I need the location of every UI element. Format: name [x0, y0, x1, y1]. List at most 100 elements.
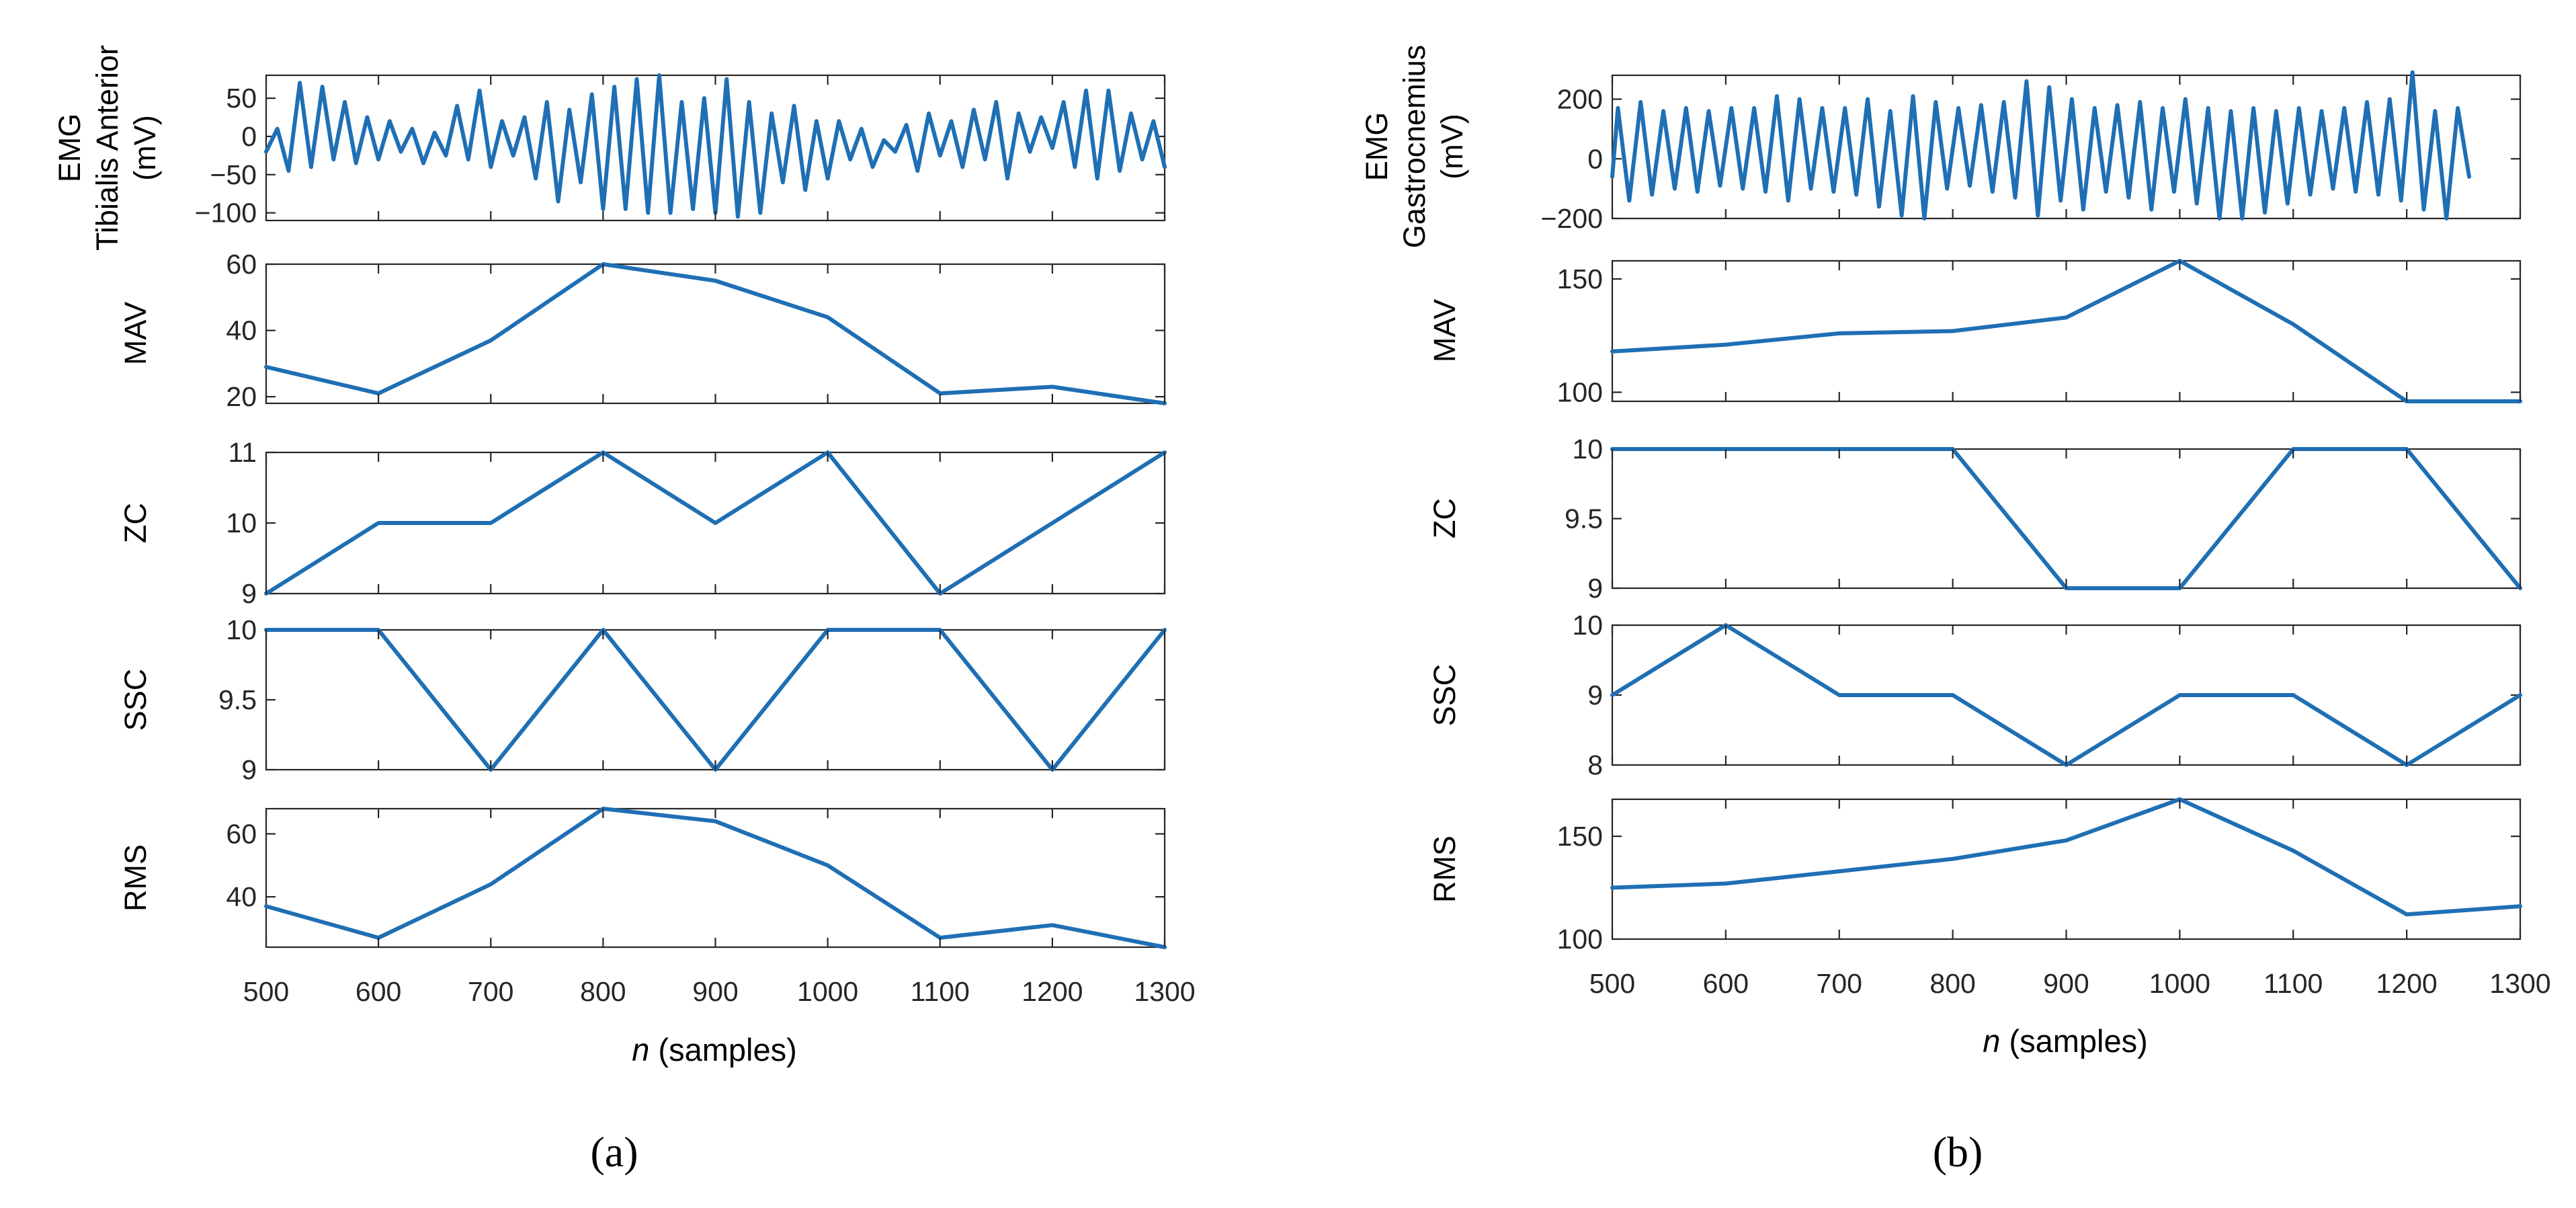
y-tick-label: 200: [1557, 84, 1603, 115]
subplot-b-zc: 10 9.5 9 ZC: [1427, 434, 2522, 604]
y-axis-label: MAV: [118, 302, 153, 365]
subplot-b-mav: 150 100 MAV: [1427, 259, 2522, 408]
y-tick-label: −100: [195, 198, 257, 229]
y-tick-label: 10: [1572, 610, 1603, 641]
y-tick-label: 0: [1587, 143, 1603, 174]
svg-text:EMG: EMG: [1360, 112, 1394, 182]
subplot-a-ssc: 10 9.5 9 SSC: [118, 614, 1167, 785]
y-tick-label: 11: [228, 437, 257, 468]
subplot-a-rms: 60 40 RMS 500 600 700 800 900 1000 1100 1200 1300: [118, 807, 1196, 1007]
x-tick-label: 500: [243, 976, 289, 1007]
y-tick-label: 9.5: [218, 684, 257, 715]
svg-text:MAV: MAV: [1427, 299, 1462, 362]
y-tick-label: 10: [226, 614, 257, 645]
subplot-b-emg: 200 0 −200 EMG Gastrocnemius (mV): [1360, 45, 2522, 249]
svg-text:(mV): (mV): [128, 115, 162, 180]
svg-text:ZC: ZC: [118, 503, 153, 543]
series-line-emg-gastrocnemius: [1610, 70, 2471, 220]
y-axis-label: RMS: [1427, 836, 1462, 903]
svg-text:Gastrocnemius: Gastrocnemius: [1397, 45, 1431, 249]
x-axis-label: n (samples): [632, 1032, 797, 1068]
y-tick-label: 9: [1587, 680, 1603, 711]
y-tick-label: 60: [226, 818, 257, 849]
y-tick-label: 0: [241, 121, 257, 152]
y-axis-label: EMG Tibialis Anterior (mV): [52, 45, 162, 251]
x-tick-label: 1000: [797, 976, 858, 1007]
x-tick-label: 900: [2043, 968, 2089, 999]
axes-frame: [1611, 448, 2522, 590]
x-tick-label: 1300: [1134, 976, 1195, 1007]
y-tick-label: 9.5: [1565, 504, 1603, 534]
series-line-zc: [264, 450, 1167, 596]
x-tick-label: 600: [1703, 968, 1749, 999]
x-tick-label: 700: [1817, 968, 1862, 999]
y-tick-label: 8: [1587, 750, 1603, 780]
subplot-a-zc: 11 10 9 ZC: [118, 437, 1167, 609]
y-tick-label: 100: [1557, 924, 1603, 955]
y-tick-label: 150: [1557, 821, 1603, 852]
x-tick-label: 1100: [911, 976, 970, 1007]
y-tick-label: 50: [226, 83, 257, 114]
svg-text:ZC: ZC: [1427, 498, 1462, 538]
svg-text:EMG: EMG: [52, 114, 87, 183]
subplot-b-ssc: 10 9 8 SSC: [1427, 610, 2522, 780]
svg-text:SSC: SSC: [118, 669, 153, 731]
panel-caption-a: (a): [590, 1128, 638, 1176]
series-line-mav: [264, 262, 1167, 405]
x-tick-label: 1000: [2149, 968, 2210, 999]
svg-text:(mV): (mV): [1435, 114, 1469, 179]
y-axis-label: SSC: [1427, 664, 1462, 727]
y-tick-label: 9: [1587, 573, 1603, 604]
y-axis-label: EMG Gastrocnemius (mV): [1360, 45, 1469, 249]
series-line-rms: [264, 807, 1167, 949]
x-tick-label: 1200: [1022, 976, 1083, 1007]
series-line-ssc: [1610, 623, 2522, 767]
y-tick-label: 10: [226, 508, 257, 538]
y-tick-label: −50: [210, 159, 257, 190]
subplot-a-mav: 60 40 20 MAV: [118, 249, 1167, 412]
x-tick-label: 1100: [2263, 968, 2323, 999]
axes-frame: [1611, 798, 2522, 940]
panel-a: 500−50−100 EMG Tibialis Anterior (mV) 60…: [52, 45, 1196, 1176]
y-axis-label: ZC: [118, 503, 153, 543]
subplot-b-rms: 150 100 RMS 500 600 700 800 900 1000 1100 1200 13…: [1427, 797, 2551, 999]
series-line-ssc: [264, 628, 1167, 772]
y-tick-label: 40: [226, 315, 257, 346]
x-tick-label: 800: [1929, 968, 1975, 999]
y-tick-label: 100: [1557, 377, 1603, 408]
x-tick-label: 1300: [2489, 968, 2550, 999]
svg-text:RMS: RMS: [1427, 836, 1462, 903]
series-line-emg-tibialis: [264, 73, 1167, 219]
axes-frame: [1611, 624, 2522, 766]
y-tick-label: 9: [241, 578, 257, 609]
panel-caption-b: (b): [1933, 1128, 1983, 1176]
series-line-mav: [1610, 259, 2522, 403]
x-tick-label: 700: [468, 976, 513, 1007]
y-tick-label: 10: [1572, 434, 1603, 465]
y-tick-label: 60: [226, 249, 257, 280]
y-axis-label: ZC: [1427, 498, 1462, 538]
x-tick-label: 900: [692, 976, 738, 1007]
y-axis-label: SSC: [118, 669, 153, 731]
panel-b: 200 0 −200 EMG Gastrocnemius (mV) 150 100 M…: [1360, 45, 2551, 1176]
y-tick-label: 40: [226, 881, 257, 912]
svg-text:Tibialis Anterior: Tibialis Anterior: [90, 45, 124, 251]
y-tick-label: 9: [241, 754, 257, 785]
x-tick-label: 800: [580, 976, 626, 1007]
x-axis-label: n (samples): [1983, 1023, 2148, 1059]
x-tick-label: 600: [356, 976, 401, 1007]
y-tick-label: 150: [1557, 264, 1603, 294]
y-axis-label: MAV: [1427, 299, 1462, 362]
x-tick-label: 1200: [2376, 968, 2438, 999]
svg-text:SSC: SSC: [1427, 664, 1462, 727]
y-tick-label: −200: [1541, 203, 1603, 234]
subplot-a-emg: 50 0 −50 −100 EMG Tibialis Anterior (mV): [52, 45, 1167, 251]
svg-text:MAV: MAV: [118, 302, 153, 365]
y-axis-label: RMS: [118, 844, 153, 912]
axes-frame: [1611, 259, 2522, 403]
axes-frame: [265, 629, 1166, 771]
series-line-zc: [1610, 447, 2522, 590]
x-tick-label: 500: [1589, 968, 1635, 999]
svg-text:RMS: RMS: [118, 844, 153, 912]
